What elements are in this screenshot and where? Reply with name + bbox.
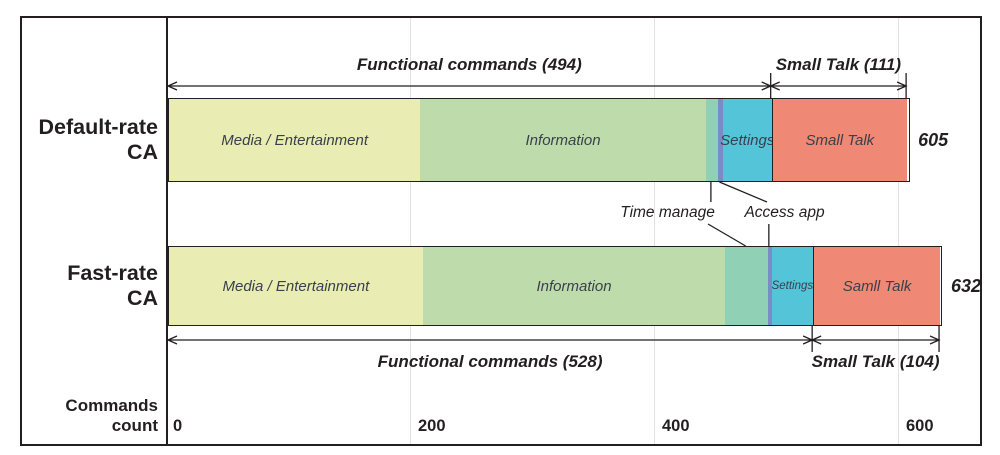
bar-segment-access-app bbox=[767, 247, 772, 325]
x-tick-label-200: 200 bbox=[418, 417, 446, 435]
segment-label: Media / Entertainment bbox=[221, 131, 369, 149]
row-label-line: Fast-rate bbox=[67, 261, 158, 285]
x-tick-label-600: 600 bbox=[906, 417, 934, 435]
plot-area: Media / Entertainment Information Settings… bbox=[166, 18, 982, 444]
row-label-line: CA bbox=[126, 286, 158, 310]
bar-segment-small-talk: Small Talk bbox=[771, 99, 908, 181]
segment-label: Small Talk bbox=[805, 131, 875, 149]
segment-label: Media / Entertainment bbox=[222, 277, 370, 295]
segment-label: Settings bbox=[720, 131, 775, 149]
bar-segment-settings: Settings bbox=[720, 99, 775, 181]
segment-label: Settings bbox=[771, 280, 814, 292]
callout-access-app: Access app bbox=[744, 204, 825, 221]
callout-time-manage: Time manage bbox=[620, 204, 715, 221]
row-label-line: Default-rate bbox=[38, 115, 158, 139]
bar-segment-media-entertainment: Media / Entertainment bbox=[169, 247, 423, 325]
row-label-line: CA bbox=[126, 140, 158, 164]
row-label-fast-rate-ca: Fast-rate CA bbox=[22, 246, 158, 326]
annotation-small-talk-fast: Small Talk (104) bbox=[811, 352, 940, 371]
segment-label: Information bbox=[525, 131, 601, 149]
bar-segment-media-entertainment: Media / Entertainment bbox=[169, 99, 421, 181]
x-tick-label-400: 400 bbox=[662, 417, 690, 435]
total-label-fast: 632 bbox=[951, 275, 982, 296]
annotation-small-talk-default: Small Talk (111) bbox=[775, 55, 902, 74]
y-axis-line bbox=[166, 18, 168, 444]
segment-label: Samll Talk bbox=[842, 277, 912, 295]
segment-label: Information bbox=[536, 277, 612, 295]
bar-segment-access-app bbox=[717, 99, 723, 181]
bar-segment-information: Information bbox=[422, 247, 726, 325]
bar-segment-small-talk: Samll Talk bbox=[813, 247, 940, 325]
bar-segment-time-manage bbox=[725, 247, 768, 325]
bar-fast-rate-ca: Media / Entertainment Information Settings… bbox=[168, 246, 943, 326]
annotation-functional-commands-fast: Functional commands (528) bbox=[377, 352, 603, 371]
bar-segment-settings: Settings bbox=[772, 247, 813, 325]
gridline-200 bbox=[410, 18, 411, 444]
gridline-400 bbox=[654, 18, 655, 444]
bar-segment-time-manage bbox=[705, 99, 718, 181]
row-label-default-rate-ca: Default-rate CA bbox=[22, 98, 158, 182]
annotation-arrows bbox=[166, 73, 941, 352]
total-label-default: 605 bbox=[918, 129, 949, 150]
figure-frame: Default-rate CA Fast-rate CA Commands co… bbox=[20, 16, 982, 446]
annotation-functional-commands-default: Functional commands (494) bbox=[356, 55, 582, 74]
x-tick-label-0: 0 bbox=[173, 417, 183, 435]
x-axis-caption: Commands count bbox=[65, 396, 158, 435]
gridline-600 bbox=[898, 18, 899, 444]
bar-segment-information: Information bbox=[420, 99, 706, 181]
bar-default-rate-ca: Media / Entertainment Information Settings… bbox=[168, 98, 910, 182]
